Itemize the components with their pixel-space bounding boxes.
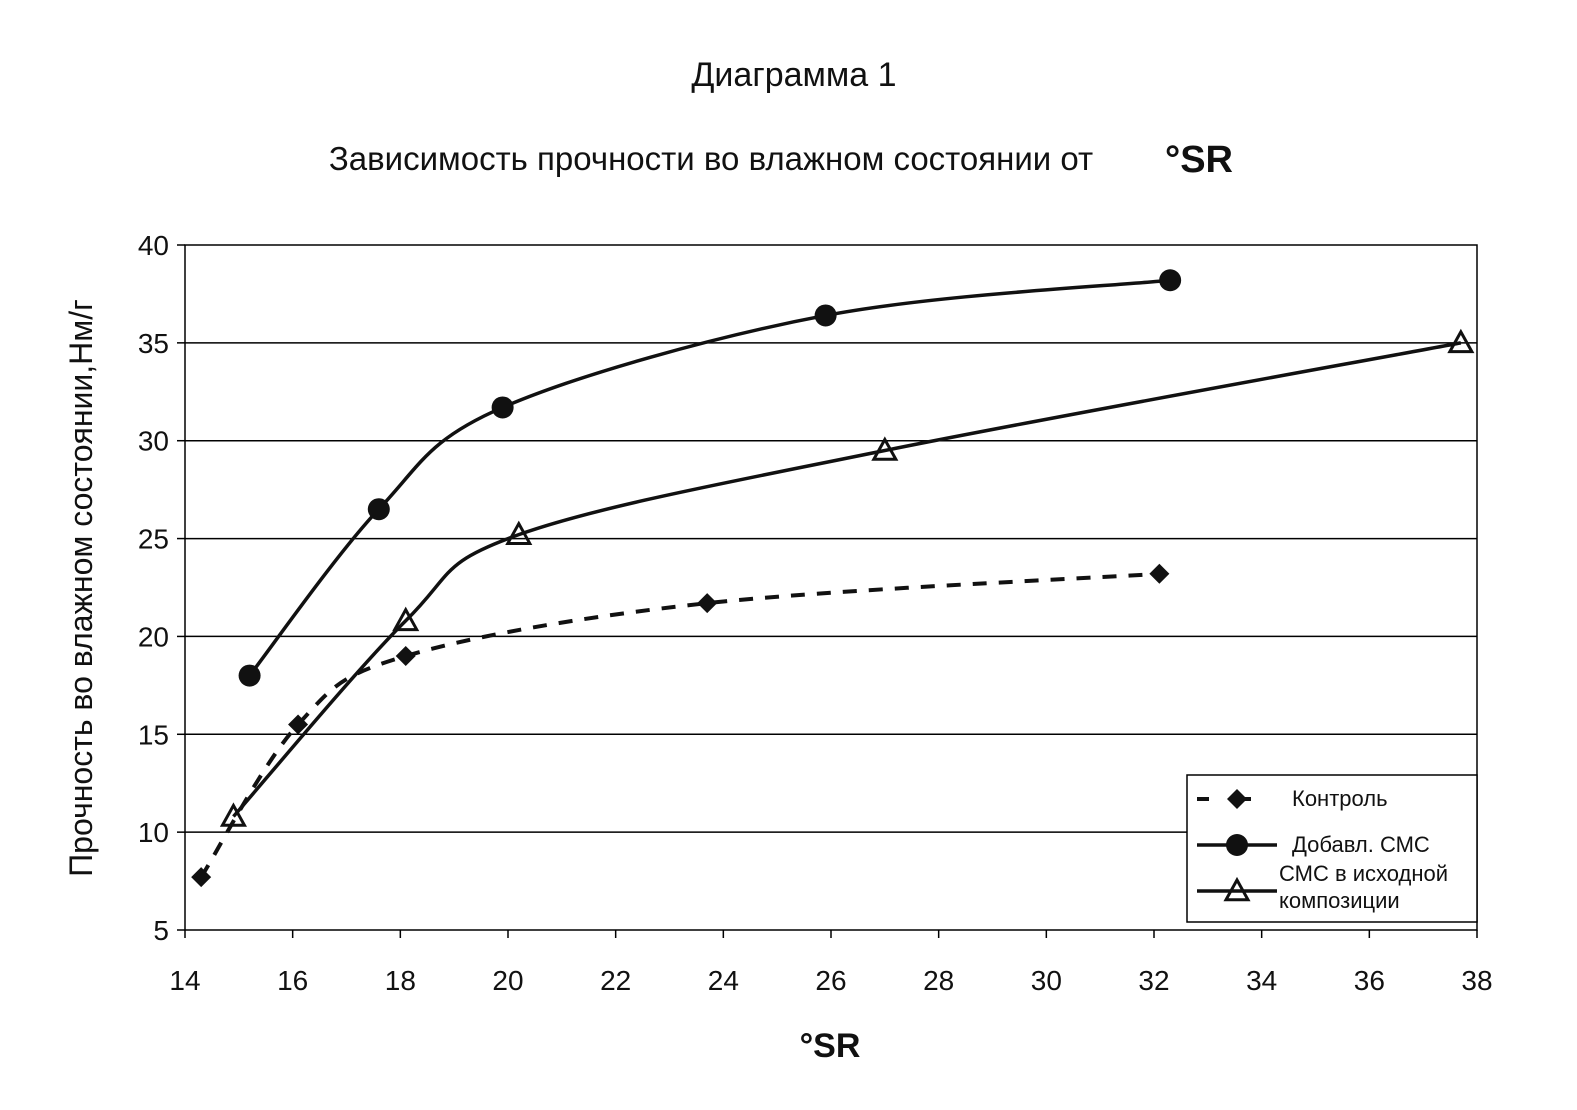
x-tick-label: 22 (600, 965, 631, 996)
y-tick-label: 25 (138, 524, 169, 555)
x-tick-label: 32 (1138, 965, 1169, 996)
y-tick-label: 30 (138, 426, 169, 457)
data-point-diamond (697, 593, 717, 613)
x-tick-label: 34 (1246, 965, 1277, 996)
chart-title: Диаграмма 1 (691, 56, 896, 94)
grid-lines (185, 343, 1477, 832)
data-point-circle (239, 665, 261, 687)
x-tick-label: 36 (1354, 965, 1385, 996)
series-line-3 (233, 343, 1460, 817)
x-tick-label: 14 (169, 965, 200, 996)
x-tick-label: 38 (1461, 965, 1492, 996)
series-line-2 (250, 280, 1171, 675)
x-tick-label: 28 (923, 965, 954, 996)
data-point-diamond (396, 646, 416, 666)
chart-subtitle: Зависимость прочности во влажном состоян… (329, 140, 1093, 177)
data-point-circle (815, 304, 837, 326)
x-tick-label: 24 (708, 965, 739, 996)
y-tick-label: 35 (138, 328, 169, 359)
x-tick-label: 18 (385, 965, 416, 996)
data-point-circle (492, 396, 514, 418)
x-tick-label: 16 (277, 965, 308, 996)
legend-label: Добавл. СМС (1292, 832, 1430, 857)
y-tick-label: 10 (138, 817, 169, 848)
y-tick-label: 5 (153, 915, 169, 946)
x-tick-label: 30 (1031, 965, 1062, 996)
y-axis-label: Прочность во влажном состоянии,Нм/г (63, 299, 99, 877)
legend-label: СМС в исходной (1279, 861, 1448, 886)
legend: Контроль Добавл. СМС СМС в исходнойкомпози… (1187, 775, 1477, 922)
chart-subtitle-unit: °SR (1165, 139, 1233, 181)
data-point-diamond (1149, 564, 1169, 584)
data-point-diamond (191, 867, 211, 887)
legend-marker-circle (1226, 834, 1248, 856)
data-point-circle (368, 498, 390, 520)
x-tick-label: 26 (815, 965, 846, 996)
y-tick-label: 15 (138, 719, 169, 750)
data-point-circle (1159, 269, 1181, 291)
x-axis-label: °SR (800, 1027, 861, 1065)
data-point-triangle (1450, 332, 1472, 352)
y-tick-label: 40 (138, 230, 169, 261)
x-tick-label: 20 (492, 965, 523, 996)
y-tick-label: 20 (138, 621, 169, 652)
legend-label: Контроль (1292, 786, 1388, 811)
legend-label: композиции (1279, 888, 1400, 913)
